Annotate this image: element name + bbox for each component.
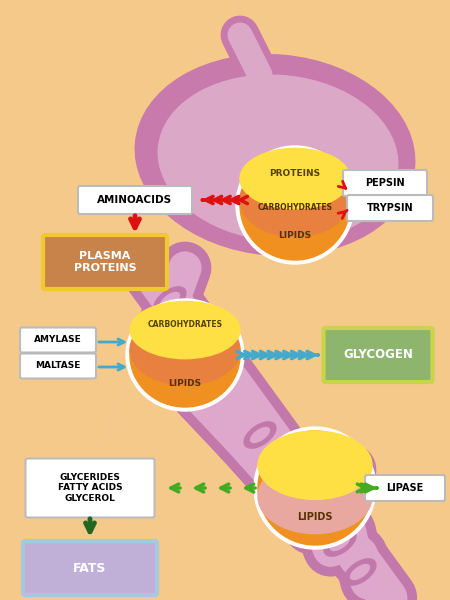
Ellipse shape: [211, 367, 230, 383]
Ellipse shape: [337, 516, 353, 534]
Ellipse shape: [327, 534, 343, 552]
Text: CARBOHYDRATES: CARBOHYDRATES: [257, 203, 333, 212]
Ellipse shape: [346, 534, 363, 552]
Ellipse shape: [331, 535, 350, 551]
Ellipse shape: [130, 303, 240, 407]
Ellipse shape: [258, 431, 372, 499]
Ellipse shape: [161, 292, 180, 308]
Text: GLYCERIDES
FATTY ACIDS
GLYCEROL: GLYCERIDES FATTY ACIDS GLYCEROL: [58, 473, 122, 503]
FancyBboxPatch shape: [347, 195, 433, 221]
Ellipse shape: [254, 427, 376, 549]
Text: MALTASE: MALTASE: [35, 361, 81, 370]
Text: LIPIDS: LIPIDS: [297, 511, 333, 521]
Text: PROTEINS: PROTEINS: [270, 169, 320, 178]
Text: CARBOHYDRATES: CARBOHYDRATES: [148, 320, 222, 329]
Ellipse shape: [190, 337, 209, 353]
Text: AMYLASE: AMYLASE: [34, 335, 82, 344]
Ellipse shape: [322, 530, 348, 556]
Ellipse shape: [351, 565, 369, 580]
Ellipse shape: [240, 150, 350, 260]
Text: PLASMA
PROTEINS: PLASMA PROTEINS: [74, 251, 136, 273]
FancyBboxPatch shape: [26, 458, 154, 517]
Text: GLYCOGEN: GLYCOGEN: [343, 349, 413, 361]
Ellipse shape: [307, 514, 333, 541]
Ellipse shape: [325, 530, 355, 556]
FancyBboxPatch shape: [43, 235, 167, 289]
Ellipse shape: [292, 497, 318, 524]
Text: LIPIDS: LIPIDS: [279, 231, 311, 240]
Ellipse shape: [258, 460, 372, 533]
FancyBboxPatch shape: [20, 328, 96, 352]
Ellipse shape: [185, 332, 215, 358]
Ellipse shape: [155, 287, 185, 313]
Ellipse shape: [332, 512, 358, 538]
Ellipse shape: [352, 548, 378, 574]
Ellipse shape: [306, 502, 324, 518]
Text: PEPSIN: PEPSIN: [365, 178, 405, 188]
Ellipse shape: [312, 518, 328, 536]
Ellipse shape: [158, 75, 398, 241]
Ellipse shape: [236, 146, 354, 264]
Ellipse shape: [277, 482, 303, 508]
Ellipse shape: [362, 566, 388, 592]
Ellipse shape: [135, 55, 415, 256]
FancyBboxPatch shape: [343, 170, 427, 196]
Ellipse shape: [130, 301, 240, 359]
Ellipse shape: [251, 427, 270, 443]
Ellipse shape: [282, 486, 298, 504]
FancyBboxPatch shape: [365, 475, 445, 501]
Ellipse shape: [357, 552, 374, 570]
Ellipse shape: [245, 422, 275, 448]
Ellipse shape: [275, 466, 305, 490]
FancyBboxPatch shape: [78, 186, 192, 214]
Text: TRYPSIN: TRYPSIN: [367, 203, 413, 213]
Ellipse shape: [367, 570, 383, 588]
Ellipse shape: [300, 497, 330, 523]
Text: LIPASE: LIPASE: [387, 483, 423, 493]
Ellipse shape: [240, 163, 350, 236]
Ellipse shape: [205, 362, 235, 388]
FancyBboxPatch shape: [324, 328, 432, 382]
Ellipse shape: [240, 148, 350, 209]
Ellipse shape: [130, 314, 240, 385]
Ellipse shape: [345, 560, 375, 584]
Ellipse shape: [126, 299, 244, 411]
Ellipse shape: [342, 530, 368, 556]
Ellipse shape: [297, 502, 313, 520]
FancyBboxPatch shape: [20, 353, 96, 379]
Text: FATS: FATS: [73, 562, 107, 575]
Ellipse shape: [258, 431, 372, 545]
Ellipse shape: [280, 470, 299, 485]
Text: LIPIDS: LIPIDS: [168, 379, 202, 388]
Text: AMINOACIDS: AMINOACIDS: [98, 195, 172, 205]
FancyBboxPatch shape: [23, 541, 157, 595]
